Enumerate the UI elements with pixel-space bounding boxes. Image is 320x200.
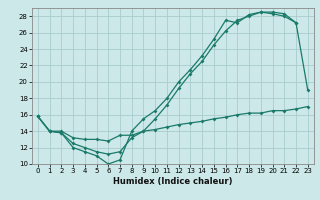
X-axis label: Humidex (Indice chaleur): Humidex (Indice chaleur): [113, 177, 233, 186]
